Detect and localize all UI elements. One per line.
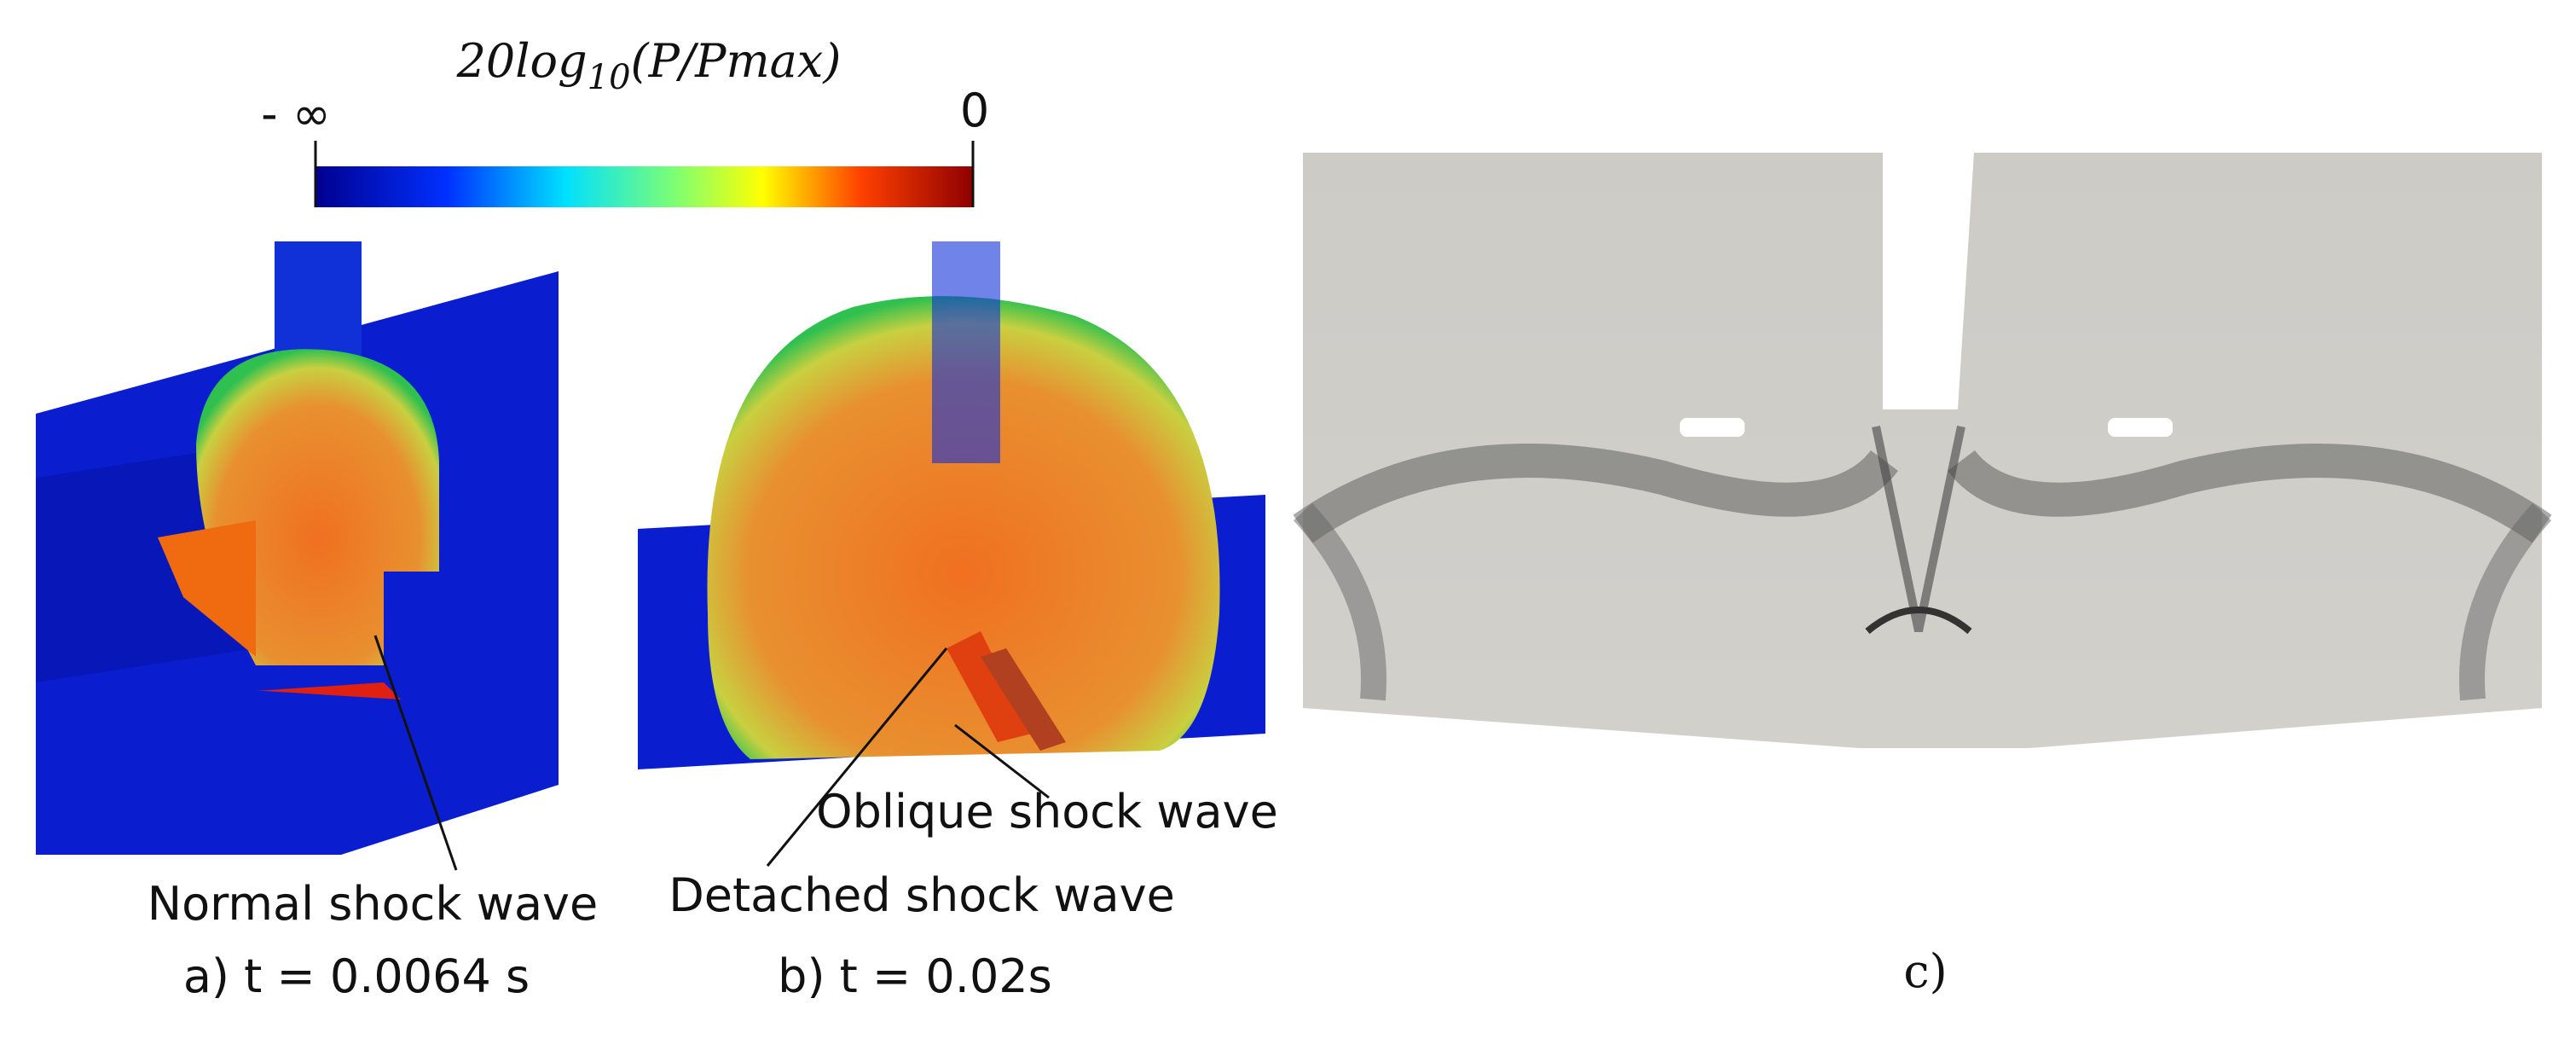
annotation: Normal shock wave [148, 877, 599, 931]
colorbar-title: 20log10(P/Pmax) [456, 34, 842, 97]
arrow [766, 647, 948, 867]
panel-label: b) t = 0.02s [778, 949, 1052, 1003]
colorbar-min: - ∞ [261, 87, 331, 141]
title-suffix: (P/Pmax) [631, 34, 842, 88]
arrow [954, 723, 1050, 799]
title-subscript: 10 [588, 58, 631, 97]
annotation: Oblique shock wave [816, 785, 1278, 839]
annotation: Detached shock wave [669, 868, 1175, 922]
panel-b-image [638, 241, 1265, 769]
colorbar-gradient [315, 166, 973, 207]
panel-label: a) t = 0.0064 s [183, 949, 530, 1003]
title-prefix: 20log [456, 34, 588, 88]
colorbar-max: 0 [960, 84, 989, 137]
colorbar: 20log10(P/Pmax) - ∞ 0 [261, 34, 989, 207]
panel-c-image [1293, 153, 2552, 748]
arrow [373, 635, 458, 871]
panel-label: c) [1903, 944, 1947, 998]
panel-a-image [36, 241, 559, 855]
